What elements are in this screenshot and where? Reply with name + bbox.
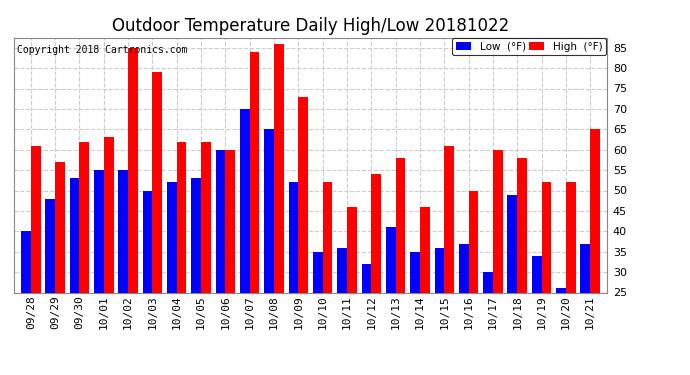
Bar [313,252,323,292]
Bar [55,162,65,292]
Bar [590,129,600,292]
Bar [152,72,162,292]
Bar [435,248,444,292]
Bar [226,150,235,292]
Bar [444,146,454,292]
Legend: Low  (°F), High  (°F): Low (°F), High (°F) [452,38,606,55]
Bar [104,138,114,292]
Bar [31,146,41,292]
Bar [143,190,152,292]
Bar [420,207,430,292]
Bar [507,195,518,292]
Bar [264,129,274,292]
Text: Copyright 2018 Cartronics.com: Copyright 2018 Cartronics.com [17,45,187,55]
Bar [386,227,395,292]
Bar [119,170,128,292]
Bar [532,256,542,292]
Bar [21,231,31,292]
Title: Outdoor Temperature Daily High/Low 20181022: Outdoor Temperature Daily High/Low 20181… [112,16,509,34]
Bar [459,243,469,292]
Bar [191,178,201,292]
Bar [288,182,298,292]
Bar [337,248,347,292]
Bar [70,178,79,292]
Bar [362,264,371,292]
Bar [128,48,138,292]
Bar [580,243,590,292]
Bar [79,141,89,292]
Bar [94,170,104,292]
Bar [347,207,357,292]
Bar [493,150,502,292]
Bar [556,288,566,292]
Bar [216,150,226,292]
Bar [250,52,259,292]
Bar [298,97,308,292]
Bar [469,190,478,292]
Bar [240,109,250,292]
Bar [177,141,186,292]
Bar [542,182,551,292]
Bar [167,182,177,292]
Bar [483,272,493,292]
Bar [274,44,284,292]
Bar [371,174,381,292]
Bar [411,252,420,292]
Bar [518,158,527,292]
Bar [46,199,55,292]
Bar [323,182,333,292]
Bar [395,158,405,292]
Bar [201,141,210,292]
Bar [566,182,575,292]
